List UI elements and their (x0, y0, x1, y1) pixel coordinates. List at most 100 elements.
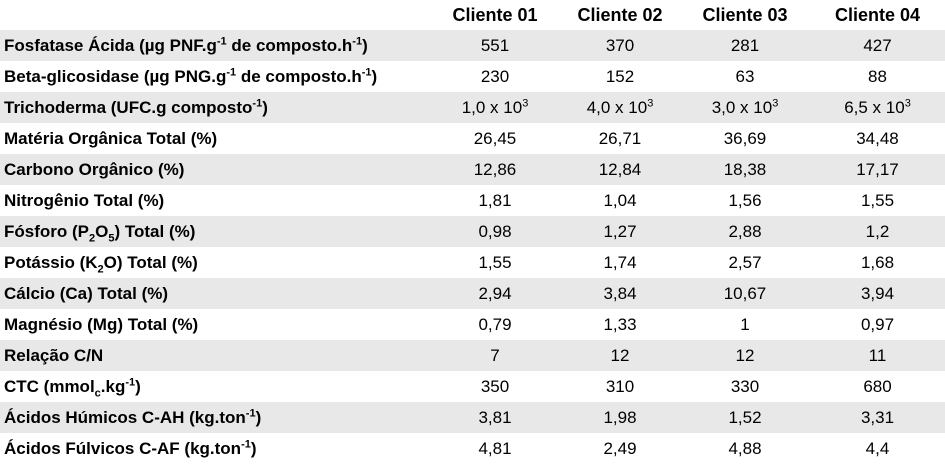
cell-cliente-04: 427 (863, 35, 892, 55)
row-label-part: 2 (89, 231, 96, 244)
cell-cliente-04: 6,5 x 103 (810, 92, 945, 123)
table-header: Cliente 01 Cliente 02 Cliente 03 Cliente… (0, 0, 945, 30)
cell-cliente-04: 3,31 (860, 407, 895, 427)
row-label-part: Carbono Orgânico (%) (4, 159, 185, 179)
row-label: Matéria Orgânica Total (%) (0, 123, 430, 154)
row-label: CTC (mmolc.kg-1) (0, 371, 430, 402)
cell-cliente-03: 2,88 (728, 221, 762, 241)
cell-cliente-02: 26,71 (598, 128, 642, 148)
table-row: Relação C/N 7 12 12 11 (0, 340, 945, 371)
cell-cliente-03: 18,38 (723, 159, 767, 179)
row-label-part: Trichoderma (UFC.g composto (4, 97, 253, 117)
row-label-part: Cálcio (Ca) Total (%) (4, 283, 169, 303)
cell-cliente-03: 330 (730, 376, 760, 396)
row-label-part: O) Total (%) (103, 252, 198, 272)
row-label: Trichoderma (UFC.g composto-1) (0, 92, 430, 123)
header-blank-cell (0, 0, 430, 30)
table-row: Fosfatase Ácida (µg PNF.g-1 de composto.… (0, 30, 945, 61)
cell-cliente-04: 680 (863, 376, 892, 396)
cell-cliente-01: 1,55 (478, 252, 512, 272)
cell-cliente-02: 2,49 (603, 438, 637, 458)
table-row: Fósforo (P2O5) Total (%) 0,98 1,27 2,88 1,2 (0, 216, 945, 247)
cell-cliente-03: 36,69 (723, 128, 767, 148)
cell-value-part: 4,0 x 10 (586, 97, 648, 117)
cell-cliente-02: 12,84 (598, 159, 642, 179)
row-label: Ácidos Húmicos C-AH (kg.ton-1) (0, 402, 430, 433)
row-label-part: -1 (252, 96, 263, 109)
cell-cliente-02: 1,04 (603, 190, 637, 210)
cell-cliente-03: 1,56 (728, 190, 762, 210)
row-label: Carbono Orgânico (%) (0, 154, 430, 185)
row-label-part: Relação C/N (4, 345, 104, 365)
cell-cliente-04: 4,4 (865, 438, 890, 458)
cell-cliente-02: 370 (605, 35, 635, 55)
row-label: Nitrogênio Total (%) (0, 185, 430, 216)
cell-cliente-04: 88 (868, 66, 887, 86)
cell-cliente-02: 310 (605, 376, 635, 396)
row-label-part: Fosfatase Ácida (µg PNF.g (4, 35, 217, 55)
row-label: Potássio (K2O) Total (%) (0, 247, 430, 278)
row-label-part: 5 (108, 231, 115, 244)
table-row: Ácidos Húmicos C-AH (kg.ton-1) 3,81 1,98 1,… (0, 402, 945, 433)
cell-value-part: 3 (647, 96, 654, 109)
cell-cliente-01: 4,81 (478, 438, 512, 458)
row-label: Cálcio (Ca) Total (%) (0, 278, 430, 309)
row-label-part: 2 (97, 262, 104, 275)
cell-value-part: 3 (522, 96, 529, 109)
header-cliente-01: Cliente 01 (452, 4, 538, 25)
row-label-part: Beta-glicosidase (µg PNG.g (4, 66, 227, 86)
row-label-part: Magnésio (Mg) Total (%) (4, 314, 199, 334)
row-label-part: Matéria Orgânica Total (%) (4, 128, 218, 148)
cell-value-part: 3,0 x 10 (711, 97, 773, 117)
cell-cliente-02: 3,84 (603, 283, 637, 303)
cell-cliente-01: 350 (480, 376, 510, 396)
cell-value-part: 1,0 x 10 (461, 97, 523, 117)
cell-cliente-04: 11 (868, 345, 887, 365)
cell-cliente-03: 1 (740, 314, 750, 334)
cell-cliente-04: 0,97 (860, 314, 895, 334)
cell-cliente-02: 1,33 (603, 314, 637, 334)
row-label: Beta-glicosidase (µg PNG.g-1 de composto… (0, 61, 430, 92)
cell-cliente-01: 1,81 (478, 190, 512, 210)
cell-cliente-02: 1,74 (603, 252, 637, 272)
cell-cliente-01: 12,86 (473, 159, 517, 179)
cell-cliente-01: 2,94 (478, 283, 512, 303)
cell-cliente-03: 281 (730, 35, 760, 55)
row-label-part: ) (362, 35, 368, 55)
row-label: Ácidos Fúlvicos C-AF (kg.ton-1) (0, 433, 430, 464)
cell-cliente-01: 0,98 (478, 221, 512, 241)
table-row: Carbono Orgânico (%) 12,86 12,84 18,38 17,17 (0, 154, 945, 185)
row-label-part: Ácidos Húmicos C-AH (kg.ton (4, 407, 246, 427)
header-cliente-04: Cliente 04 (834, 4, 921, 25)
row-label-part: ) (371, 66, 378, 86)
row-label-part: Fósforo (P (4, 221, 89, 241)
table-body: Fosfatase Ácida (µg PNF.g-1 de composto.… (0, 30, 945, 464)
row-label-part: Potássio (K (4, 252, 98, 272)
cell-cliente-04: 1,55 (860, 190, 895, 210)
cell-cliente-02: 12 (610, 345, 630, 365)
table-row: CTC (mmolc.kg-1) 350 310 330 680 (0, 371, 945, 402)
row-label-part: Nitrogênio Total (%) (4, 190, 165, 210)
row-label-part: .kg (100, 376, 126, 396)
table-row: Matéria Orgânica Total (%) 26,45 26,71 36,6… (0, 123, 945, 154)
header-cliente-02: Cliente 02 (577, 4, 663, 25)
row-label: Fosfatase Ácida (µg PNF.g-1 de composto.… (0, 30, 430, 61)
cell-cliente-02: 1,98 (603, 407, 637, 427)
cell-cliente-03: 1,52 (728, 407, 762, 427)
cell-value-part: 3 (904, 96, 911, 109)
row-label-part: ) (255, 407, 262, 427)
cell-cliente-03: 2,57 (728, 252, 762, 272)
cell-cliente-01: 26,45 (473, 128, 517, 148)
row-label-part: -1 (245, 406, 256, 419)
cell-cliente-04: 1,2 (865, 221, 890, 241)
row-label: Magnésio (Mg) Total (%) (0, 309, 430, 340)
row-label-part: ) (262, 97, 268, 117)
cell-cliente-04: 1,68 (860, 252, 895, 272)
row-label-part: c (94, 386, 101, 399)
row-label-part: -1 (125, 375, 136, 388)
header-cliente-03: Cliente 03 (702, 4, 788, 25)
row-label-part: O (95, 221, 109, 241)
table-row: Nitrogênio Total (%) 1,81 1,04 1,56 1,55 (0, 185, 945, 216)
cell-cliente-03: 63 (735, 66, 755, 86)
row-label: Fósforo (P2O5) Total (%) (0, 216, 430, 247)
